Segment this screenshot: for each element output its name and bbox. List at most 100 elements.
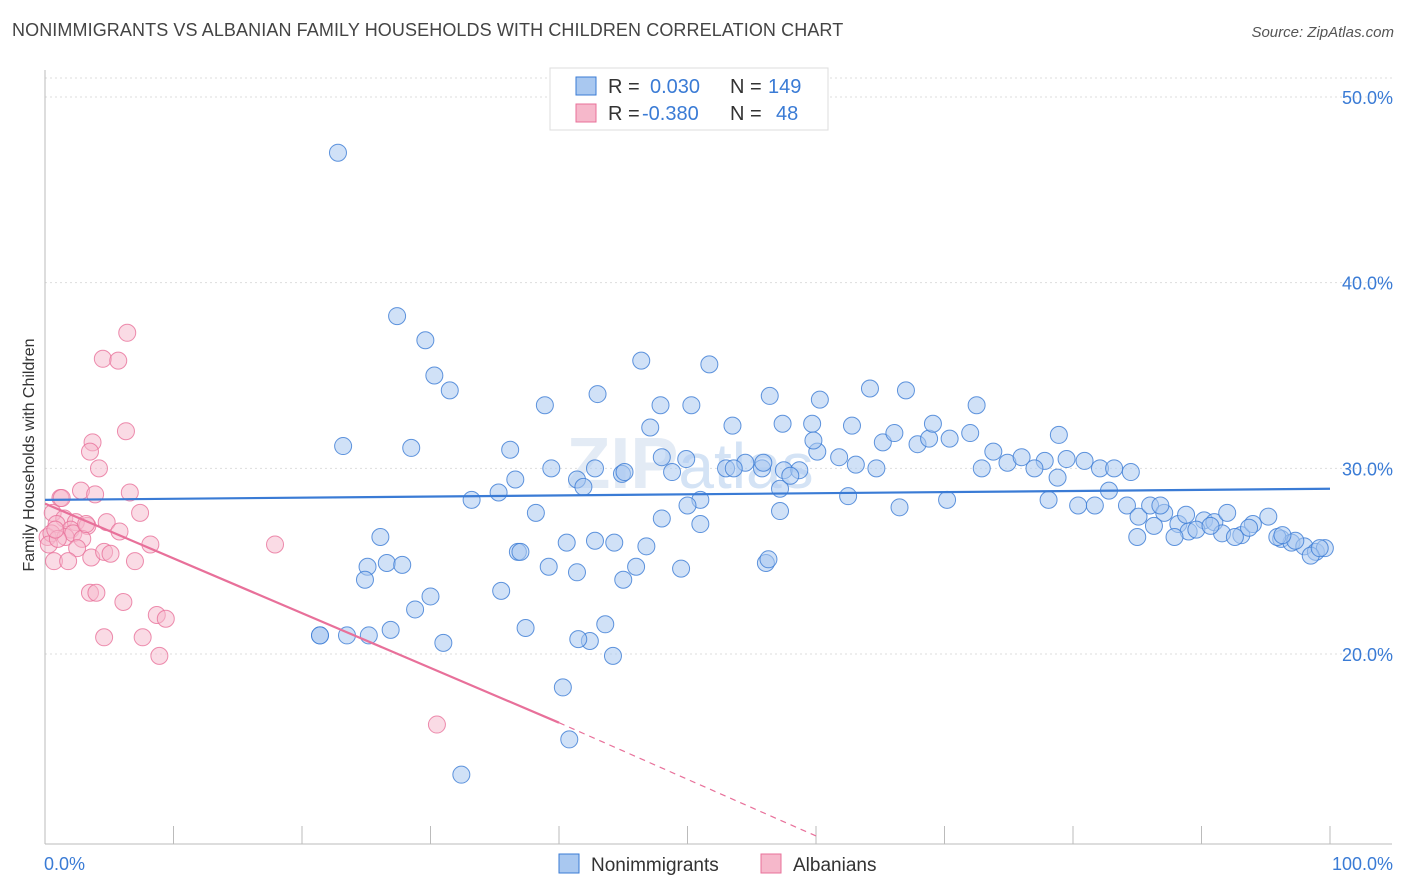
- legend-r-label-2: R =: [608, 103, 640, 125]
- point-nonimmigrants-142: [574, 477, 593, 496]
- point-nonimmigrants-94: [839, 487, 858, 506]
- point-nonimmigrants-136: [771, 502, 790, 521]
- point-albanians-10: [120, 483, 139, 502]
- point-nonimmigrants-148: [678, 496, 697, 515]
- point-nonimmigrants-25: [585, 459, 604, 478]
- legend-swatch-pink: [575, 103, 597, 123]
- point-nonimmigrants-93: [938, 490, 957, 509]
- legend-swatch-blue: [575, 76, 597, 96]
- point-nonimmigrants-99: [506, 470, 525, 489]
- grid-lines: [45, 77, 1392, 655]
- point-nonimmigrants-80: [1165, 528, 1184, 547]
- x-tick-label-1: 100.0%: [1332, 854, 1393, 874]
- point-nonimmigrants-8: [700, 355, 719, 374]
- bottom-legend-swatch-pink: [760, 853, 782, 874]
- point-nonimmigrants-28: [677, 450, 696, 469]
- point-nonimmigrants-88: [1273, 526, 1292, 545]
- point-nonimmigrants-19: [773, 414, 792, 433]
- point-albanians-40: [156, 609, 175, 628]
- point-nonimmigrants-11: [651, 396, 670, 415]
- point-nonimmigrants-125: [539, 557, 558, 576]
- point-nonimmigrants-97: [615, 463, 634, 482]
- point-albanians-38: [114, 593, 133, 612]
- point-nonimmigrants-118: [672, 559, 691, 578]
- point-nonimmigrants-69: [1218, 503, 1237, 522]
- point-nonimmigrants-144: [560, 730, 579, 749]
- y-axis-label: Family Households with Children: [21, 339, 38, 572]
- point-nonimmigrants-41: [923, 414, 942, 433]
- point-nonimmigrants-103: [377, 554, 396, 573]
- point-nonimmigrants-131: [596, 615, 615, 634]
- point-nonimmigrants-106: [393, 555, 412, 574]
- point-nonimmigrants-42: [940, 429, 959, 448]
- point-nonimmigrants-55: [1121, 463, 1140, 482]
- point-nonimmigrants-127: [434, 633, 453, 652]
- point-nonimmigrants-52: [1075, 451, 1094, 470]
- point-nonimmigrants-0: [328, 143, 347, 162]
- legend-box: R = 0.030 N = 149 R = -0.380 N = 48: [549, 67, 829, 131]
- point-nonimmigrants-122: [585, 531, 604, 550]
- point-albanians-41: [95, 628, 114, 647]
- point-nonimmigrants-36: [846, 455, 865, 474]
- point-nonimmigrants-117: [691, 515, 710, 534]
- point-nonimmigrants-38: [885, 424, 904, 443]
- point-nonimmigrants-79: [1144, 516, 1163, 535]
- point-nonimmigrants-62: [1129, 507, 1148, 526]
- point-nonimmigrants-72: [1259, 507, 1278, 526]
- y-tick-label-0: 20.0%: [1342, 645, 1393, 665]
- point-nonimmigrants-107: [421, 587, 440, 606]
- point-albanians-1: [93, 349, 112, 368]
- point-nonimmigrants-139: [890, 498, 909, 517]
- point-nonimmigrants-87: [1310, 539, 1329, 558]
- point-albanians-28: [68, 539, 87, 558]
- point-nonimmigrants-140: [663, 463, 682, 482]
- point-nonimmigrants-135: [310, 626, 329, 645]
- point-nonimmigrants-130: [569, 630, 588, 649]
- point-nonimmigrants-123: [557, 533, 576, 552]
- point-nonimmigrants-59: [1085, 496, 1104, 515]
- point-nonimmigrants-120: [627, 557, 646, 576]
- point-nonimmigrants-24: [542, 459, 561, 478]
- chart-title: NONIMMIGRANTS VS ALBANIAN FAMILY HOUSEHO…: [12, 20, 844, 40]
- point-nonimmigrants-128: [516, 619, 535, 638]
- legend-r-value-2: -0.380: [642, 103, 699, 125]
- point-nonimmigrants-102: [371, 528, 390, 547]
- point-nonimmigrants-4: [440, 381, 459, 400]
- legend-r-label-1: R =: [608, 76, 640, 98]
- point-nonimmigrants-22: [641, 418, 660, 437]
- point-nonimmigrants-43: [961, 424, 980, 443]
- bottom-legend-label-albanians: Albanians: [793, 855, 876, 876]
- point-albanians-3: [116, 422, 135, 441]
- y-tick-label-2: 40.0%: [1342, 274, 1393, 294]
- point-nonimmigrants-90: [1201, 516, 1220, 535]
- trend-line-albanians-extension: [558, 722, 817, 837]
- point-nonimmigrants-121: [614, 570, 633, 589]
- point-nonimmigrants-23: [501, 440, 520, 459]
- point-nonimmigrants-50: [1048, 468, 1067, 487]
- point-albanians-34: [266, 535, 285, 554]
- point-nonimmigrants-2: [416, 331, 435, 350]
- point-nonimmigrants-57: [1049, 425, 1068, 444]
- bottom-legend-label-nonimmigrants: Nonimmigrants: [591, 855, 719, 876]
- point-nonimmigrants-49: [1025, 459, 1044, 478]
- point-nonimmigrants-13: [760, 386, 779, 405]
- legend-n-value-1: 149: [768, 76, 801, 98]
- x-tick-labels: 0.0% 100.0%: [44, 854, 1393, 874]
- legend-r-value-1: 0.030: [650, 76, 700, 98]
- point-nonimmigrants-119: [637, 537, 656, 556]
- series-albanians: [38, 323, 446, 734]
- point-nonimmigrants-91: [1177, 505, 1196, 524]
- point-nonimmigrants-45: [972, 459, 991, 478]
- point-nonimmigrants-5: [402, 438, 421, 457]
- point-nonimmigrants-133: [553, 678, 572, 697]
- point-albanians-32: [125, 552, 144, 571]
- point-nonimmigrants-1: [388, 307, 407, 326]
- point-nonimmigrants-147: [781, 466, 800, 485]
- point-albanians-37: [87, 583, 106, 602]
- point-nonimmigrants-113: [511, 542, 530, 561]
- legend-n-value-2: 48: [776, 103, 798, 125]
- point-nonimmigrants-16: [896, 381, 915, 400]
- point-nonimmigrants-138: [759, 550, 778, 569]
- point-nonimmigrants-10: [535, 396, 554, 415]
- y-tick-labels: 20.0% 30.0% 40.0% 50.0%: [1342, 88, 1393, 665]
